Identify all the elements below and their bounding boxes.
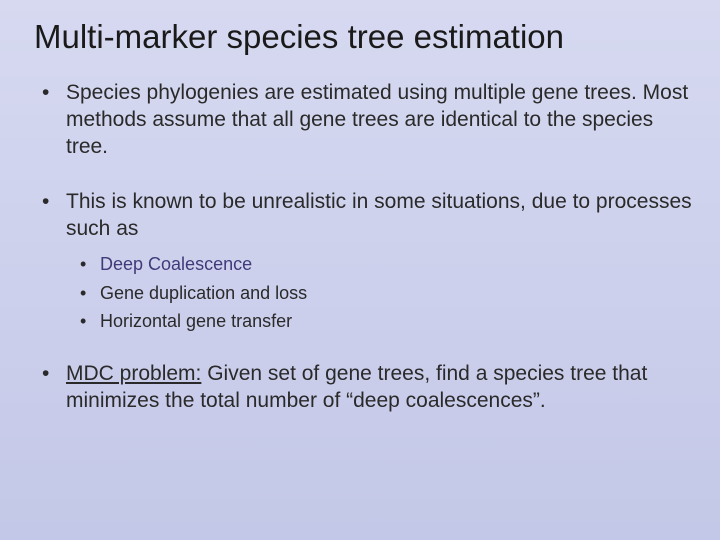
sub-bullet-item: Horizontal gene transfer — [66, 309, 692, 333]
sub-bullet-item: Gene duplication and loss — [66, 281, 692, 305]
bullet-item: This is known to be unrealistic in some … — [28, 189, 692, 334]
bullet-item: Species phylogenies are estimated using … — [28, 80, 692, 161]
bullet-text: This is known to be unrealistic in some … — [66, 190, 692, 240]
bullet-prefix: MDC problem: — [66, 362, 201, 385]
bullet-text: Species phylogenies are estimated using … — [66, 81, 688, 158]
bullet-list: Species phylogenies are estimated using … — [28, 80, 692, 415]
sub-bullet-text: Deep Coalescence — [100, 254, 252, 274]
sub-bullet-item: Deep Coalescence — [66, 252, 692, 276]
sub-bullet-list: Deep Coalescence Gene duplication and lo… — [66, 252, 692, 333]
sub-bullet-text: Gene duplication and loss — [100, 283, 307, 303]
sub-bullet-text: Horizontal gene transfer — [100, 311, 292, 331]
slide-title: Multi-marker species tree estimation — [28, 18, 692, 56]
bullet-item: MDC problem: Given set of gene trees, fi… — [28, 361, 692, 415]
slide: Multi-marker species tree estimation Spe… — [0, 0, 720, 540]
